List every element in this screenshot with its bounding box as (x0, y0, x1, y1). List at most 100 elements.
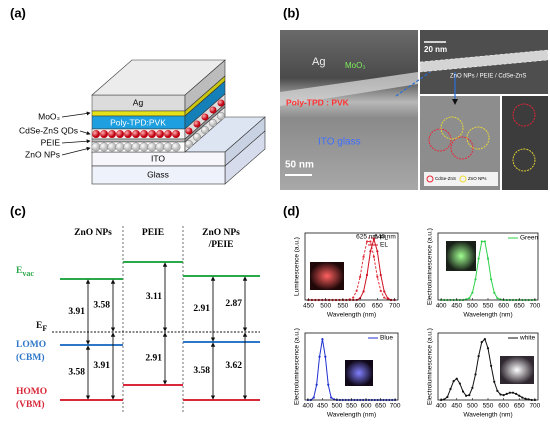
x-tick-label: 550 (337, 303, 348, 310)
energy-value: 3.58 (68, 368, 85, 378)
layer-label: Glass (147, 169, 169, 179)
quantum-dot (132, 130, 140, 138)
data-point (468, 297, 471, 300)
column-title: PEIE (142, 228, 164, 238)
data-point (362, 290, 365, 293)
data-point (324, 355, 327, 358)
data-point (477, 257, 480, 260)
panel-label: (c) (10, 203, 26, 218)
x-tick-label: 550 (483, 303, 494, 310)
legend-label: EL (380, 242, 388, 249)
particle-outline (512, 148, 536, 172)
legend-label: Green (520, 235, 538, 242)
callout-arrow (61, 146, 91, 156)
quantum-dot (92, 130, 100, 138)
data-point (524, 397, 527, 400)
quantum-dot (140, 130, 148, 138)
x-tick-label: 700 (389, 303, 400, 310)
annotation: 640 nm (374, 234, 396, 241)
data-point (483, 240, 486, 243)
callout-arrow (79, 130, 91, 135)
layer-face (91, 110, 186, 117)
data-point (480, 341, 483, 344)
quantum-dot (217, 99, 225, 107)
layer-label: ITO (151, 153, 165, 163)
layer-face (91, 138, 186, 143)
quantum-dot (100, 130, 108, 138)
data-point (480, 240, 483, 243)
data-point (365, 273, 369, 277)
data-point (376, 250, 379, 253)
data-point (477, 355, 480, 358)
x-tick-label: 400 (436, 303, 447, 310)
y-axis-label: Electroluminescence (a.u.) (427, 228, 434, 305)
data-point (468, 394, 471, 397)
pointer (395, 71, 431, 97)
quantum-dot (193, 120, 201, 128)
column-title: /PEIE (208, 240, 234, 250)
layer-face (91, 59, 226, 96)
x-tick-label: 400 (436, 403, 447, 410)
nanoparticle (200, 125, 209, 134)
nanoparticle (171, 142, 181, 152)
data-point (490, 278, 493, 281)
tem-label: Poly-TPD : PVK (286, 97, 350, 107)
data-point (474, 278, 477, 281)
x-tick-label: 400 (302, 403, 313, 410)
callout-label: PEIE (41, 137, 61, 147)
data-point (483, 337, 486, 341)
data-point (312, 396, 315, 399)
layer-label: Ag (133, 97, 144, 107)
panel-label: (b) (283, 5, 300, 20)
callout-arrow (61, 111, 91, 118)
quantum-dot (124, 130, 132, 138)
tem-label: 20 nm (424, 45, 447, 54)
column-title: ZnO NPs (202, 228, 240, 238)
quantum-dot (156, 130, 164, 138)
tem-label: ZnO NPs (468, 176, 487, 181)
x-tick-label: 550 (483, 403, 494, 410)
data-point (318, 355, 321, 358)
plot-frame (304, 232, 399, 301)
x-axis-label: Wavelength (nm) (327, 412, 376, 419)
x-tick-label: 600 (498, 403, 509, 410)
particle-outline (512, 103, 536, 127)
data-point (355, 289, 358, 292)
particle-outline (428, 128, 452, 152)
tem-image (502, 96, 548, 190)
inset-photo (345, 360, 373, 386)
energy-diagram: ZnO NPs 3.91 3.58 3.58 3.91 PEIE 3.11 2.91 ZnO N… (52, 226, 260, 412)
tem-label: MoO₃ (345, 61, 366, 70)
x-tick-label: 600 (355, 303, 366, 310)
nanoparticle (107, 142, 117, 152)
x-tick-label: 500 (467, 303, 478, 310)
level-label: (CBM) (16, 352, 45, 363)
x-tick-label: 450 (303, 303, 314, 310)
level-label: E (36, 321, 42, 331)
level-label: E (16, 266, 22, 276)
nanoparticle (155, 142, 165, 152)
x-tick-label: 500 (320, 303, 331, 310)
tem-band (280, 72, 418, 106)
data-point (474, 373, 477, 376)
data-point (352, 296, 355, 299)
data-point (359, 275, 362, 278)
tem-label: Ag (312, 56, 325, 68)
level-label: Evac (16, 266, 34, 278)
energy-value: 3.58 (193, 366, 210, 376)
x-tick-label: 500 (467, 403, 478, 410)
x-tick-label: 450 (317, 403, 328, 410)
data-point (471, 291, 474, 294)
data-point (515, 392, 518, 396)
data-point (376, 275, 379, 278)
data-point (493, 380, 496, 383)
data-point (499, 393, 502, 396)
data-point (518, 394, 521, 397)
data-point (362, 255, 365, 258)
tem-label: CdSe-ZnS (435, 176, 456, 181)
nanoparticle (139, 142, 149, 152)
data-point (461, 390, 465, 393)
quantum-dot (185, 127, 193, 135)
